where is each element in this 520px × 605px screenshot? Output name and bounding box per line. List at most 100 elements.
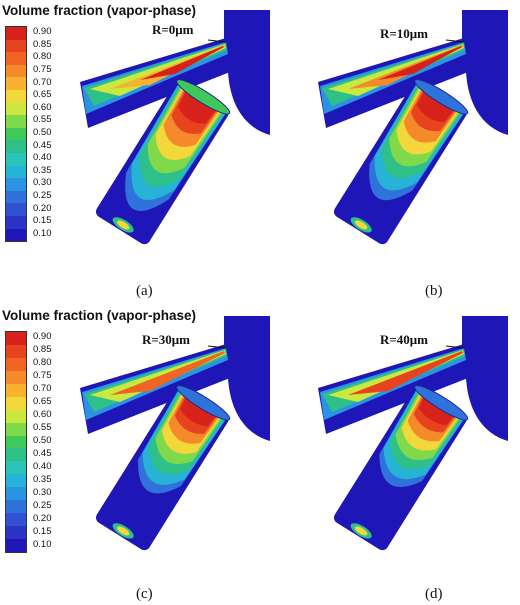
contour-plot-b bbox=[318, 10, 508, 245]
contour-band bbox=[348, 351, 463, 395]
colorbar-tick-label: 0.15 bbox=[33, 525, 52, 537]
chamber-body bbox=[462, 316, 508, 441]
colorbar-swatch bbox=[6, 127, 26, 141]
panel-b: R=10μm bbox=[318, 10, 508, 272]
colorbar-swatch bbox=[6, 500, 26, 514]
colorbar-swatch bbox=[6, 332, 26, 345]
colorbar-swatch bbox=[6, 357, 26, 371]
colorbar-tick-label: 0.35 bbox=[33, 473, 52, 485]
colorbar-swatch bbox=[6, 526, 26, 539]
colorbar-tick-label: 0.55 bbox=[33, 114, 52, 126]
contour-core bbox=[378, 46, 462, 80]
colorbar-swatch bbox=[6, 115, 26, 128]
colorbar-swatch bbox=[6, 140, 26, 153]
colorbar-swatch bbox=[6, 203, 26, 216]
colorbar-tick-label: 0.80 bbox=[33, 51, 52, 63]
radius-label-d: R=40μm bbox=[380, 332, 428, 347]
colorbar-top bbox=[5, 26, 27, 242]
colorbar-tick-label: 0.70 bbox=[33, 76, 52, 88]
colorbar-tick-label: 0.90 bbox=[33, 331, 52, 343]
colorbar-swatch bbox=[6, 422, 26, 436]
cylinder-end-cap bbox=[414, 79, 469, 115]
cylinder-end-cap bbox=[176, 385, 231, 421]
colorbar-tick-label: 0.25 bbox=[33, 499, 52, 511]
contour-plot-a bbox=[80, 10, 270, 245]
colorbar-swatch bbox=[6, 165, 26, 179]
colorbar-swatch bbox=[6, 409, 26, 423]
colorbar-tick-label: 0.70 bbox=[33, 383, 52, 395]
caption-b: (b) bbox=[425, 283, 443, 299]
colorbar-swatch bbox=[6, 487, 26, 501]
legend-title-bottom: Volume fraction (vapor-phase) bbox=[2, 308, 197, 323]
colorbar-tick-label: 0.50 bbox=[33, 435, 52, 446]
colorbar-tick-label: 0.15 bbox=[33, 215, 52, 227]
colorbar-swatch bbox=[6, 474, 26, 488]
colorbar-tick-label: 0.65 bbox=[33, 89, 52, 101]
radius-label-c: R=30μm bbox=[142, 332, 190, 347]
colorbar-tick-label: 0.30 bbox=[33, 486, 52, 498]
contour-plot-c bbox=[80, 316, 270, 551]
colorbar-tick-label: 0.20 bbox=[33, 512, 52, 524]
label-leader-line bbox=[207, 39, 227, 43]
contour-band bbox=[328, 350, 464, 402]
cylinder-inlet-core bbox=[355, 526, 368, 536]
colorbar-swatch bbox=[6, 77, 26, 90]
colorbar-tick-label: 0.85 bbox=[33, 344, 52, 356]
colorbar-tick-label: 0.45 bbox=[33, 139, 52, 151]
contour-plot-d bbox=[318, 316, 508, 551]
colorbar-tick-label: 0.60 bbox=[33, 101, 52, 113]
colorbar-swatch bbox=[6, 152, 26, 166]
colorbar-swatch bbox=[6, 396, 26, 410]
legend-title-top: Volume fraction (vapor-phase) bbox=[2, 3, 197, 18]
cylinder-inlet-core bbox=[117, 526, 130, 536]
chamber-body bbox=[462, 10, 508, 135]
colorbar-tick-label: 0.25 bbox=[33, 189, 52, 201]
colorbar-swatch bbox=[6, 383, 26, 397]
contour-band bbox=[110, 351, 225, 395]
contour-layer bbox=[418, 394, 456, 426]
colorbar-swatch bbox=[6, 64, 26, 78]
colorbar-tick-label: 0.90 bbox=[33, 26, 52, 38]
chamber-body bbox=[224, 316, 270, 441]
colorbar-swatch bbox=[6, 448, 26, 462]
colorbar-swatch bbox=[6, 89, 26, 103]
panel-a: R=0μm bbox=[80, 10, 270, 272]
cylinder-end-cap bbox=[176, 79, 231, 115]
colorbar-tick-label: 0.35 bbox=[33, 164, 52, 176]
colorbar-swatch bbox=[6, 102, 26, 116]
outlet-cylinder bbox=[95, 385, 231, 551]
colorbar-tick-label: 0.40 bbox=[33, 460, 52, 472]
panel-d: R=40μm bbox=[318, 316, 508, 578]
colorbar-swatch bbox=[6, 39, 26, 53]
colorbar-swatch bbox=[6, 370, 26, 384]
colorbar-swatch bbox=[6, 228, 26, 242]
colorbar-tick-label: 0.75 bbox=[33, 370, 52, 382]
colorbar-swatch bbox=[6, 27, 26, 40]
colorbar-swatch bbox=[6, 344, 26, 358]
caption-a: (a) bbox=[136, 283, 153, 299]
contour-band bbox=[90, 44, 226, 96]
colorbar-swatch bbox=[6, 190, 26, 204]
colorbar-tick-label: 0.20 bbox=[33, 202, 52, 214]
contour-band bbox=[348, 45, 463, 89]
colorbar-bottom bbox=[5, 331, 27, 553]
label-leader-line bbox=[445, 39, 465, 43]
contour-layer bbox=[417, 88, 456, 123]
colorbar-swatch bbox=[6, 539, 26, 552]
cylinder-end-cap bbox=[414, 385, 469, 421]
caption-c: (c) bbox=[136, 586, 153, 602]
colorbar-tick-label: 0.40 bbox=[33, 152, 52, 164]
label-leader-line bbox=[207, 345, 227, 349]
colorbar-tick-label: 0.50 bbox=[33, 127, 52, 138]
colorbar-swatch bbox=[6, 513, 26, 527]
colorbar-tick-label: 0.10 bbox=[33, 227, 52, 239]
label-leader-line bbox=[445, 345, 465, 349]
colorbar-tick-label: 0.65 bbox=[33, 396, 52, 408]
chamber-body bbox=[224, 10, 270, 135]
colorbar-swatch bbox=[6, 215, 26, 229]
outlet-cylinder bbox=[333, 385, 469, 551]
colorbar-tick-label: 0.45 bbox=[33, 447, 52, 459]
colorbar-tick-label: 0.80 bbox=[33, 357, 52, 369]
outlet-cylinder bbox=[333, 79, 469, 245]
colorbar-tick-label: 0.30 bbox=[33, 177, 52, 189]
